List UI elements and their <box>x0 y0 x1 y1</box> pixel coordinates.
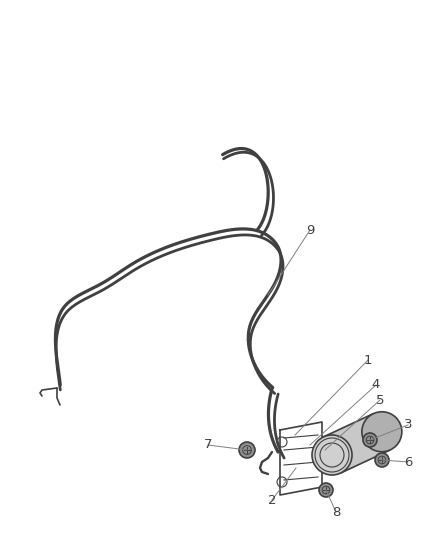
Circle shape <box>363 433 377 447</box>
Polygon shape <box>324 414 390 473</box>
Text: 4: 4 <box>372 378 380 392</box>
Text: 3: 3 <box>404 418 412 432</box>
Text: 8: 8 <box>332 505 340 519</box>
Ellipse shape <box>362 412 402 452</box>
Text: 6: 6 <box>404 456 412 469</box>
Text: 5: 5 <box>376 393 384 407</box>
Text: 9: 9 <box>306 223 314 237</box>
Circle shape <box>239 442 255 458</box>
Circle shape <box>319 483 333 497</box>
Circle shape <box>375 453 389 467</box>
Ellipse shape <box>312 435 352 475</box>
Text: 2: 2 <box>268 494 276 506</box>
Text: 7: 7 <box>204 439 212 451</box>
Text: 1: 1 <box>364 353 372 367</box>
